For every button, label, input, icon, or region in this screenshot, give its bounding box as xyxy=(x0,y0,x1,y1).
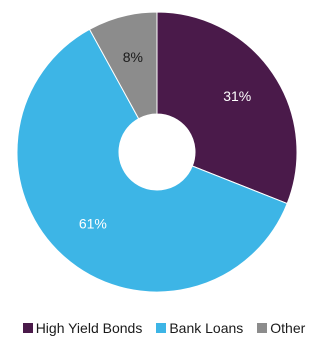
legend-label-bank-loans: Bank Loans xyxy=(169,320,244,336)
data-label-bank-loans: 61% xyxy=(79,215,107,231)
legend-entry-high-yield-bonds[interactable]: High Yield Bonds xyxy=(22,320,143,336)
legend: High Yield Bonds Bank Loans Other xyxy=(0,318,328,338)
legend-entry-other[interactable]: Other xyxy=(257,320,305,336)
legend-label-high-yield-bonds: High Yield Bonds xyxy=(35,320,143,336)
legend-entry-bank-loans[interactable]: Bank Loans xyxy=(156,320,243,336)
legend-label-other: Other xyxy=(270,320,306,336)
data-label-high-yield-bonds: 31% xyxy=(223,88,251,104)
legend-swatch-other xyxy=(257,323,268,333)
slice-other[interactable] xyxy=(88,11,158,120)
data-label-other: 8% xyxy=(123,49,143,65)
legend-swatch-high-yield-bonds xyxy=(22,323,33,333)
legend-swatch-bank-loans xyxy=(156,323,167,333)
slice-high-yield-bonds[interactable] xyxy=(156,11,298,205)
slice-bank-loans[interactable] xyxy=(16,28,288,293)
